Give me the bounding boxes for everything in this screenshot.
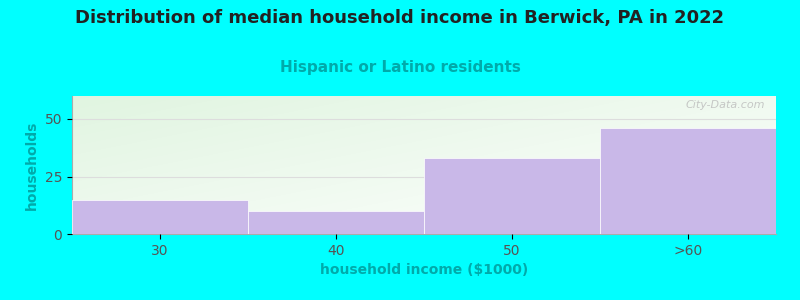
Text: City-Data.com: City-Data.com — [686, 100, 766, 110]
Bar — [424, 158, 600, 234]
Bar — [72, 200, 248, 234]
Text: Distribution of median household income in Berwick, PA in 2022: Distribution of median household income … — [75, 9, 725, 27]
X-axis label: household income ($1000): household income ($1000) — [320, 263, 528, 277]
Y-axis label: households: households — [26, 120, 39, 210]
Bar — [600, 128, 776, 234]
Text: Hispanic or Latino residents: Hispanic or Latino residents — [279, 60, 521, 75]
Bar — [248, 211, 424, 234]
